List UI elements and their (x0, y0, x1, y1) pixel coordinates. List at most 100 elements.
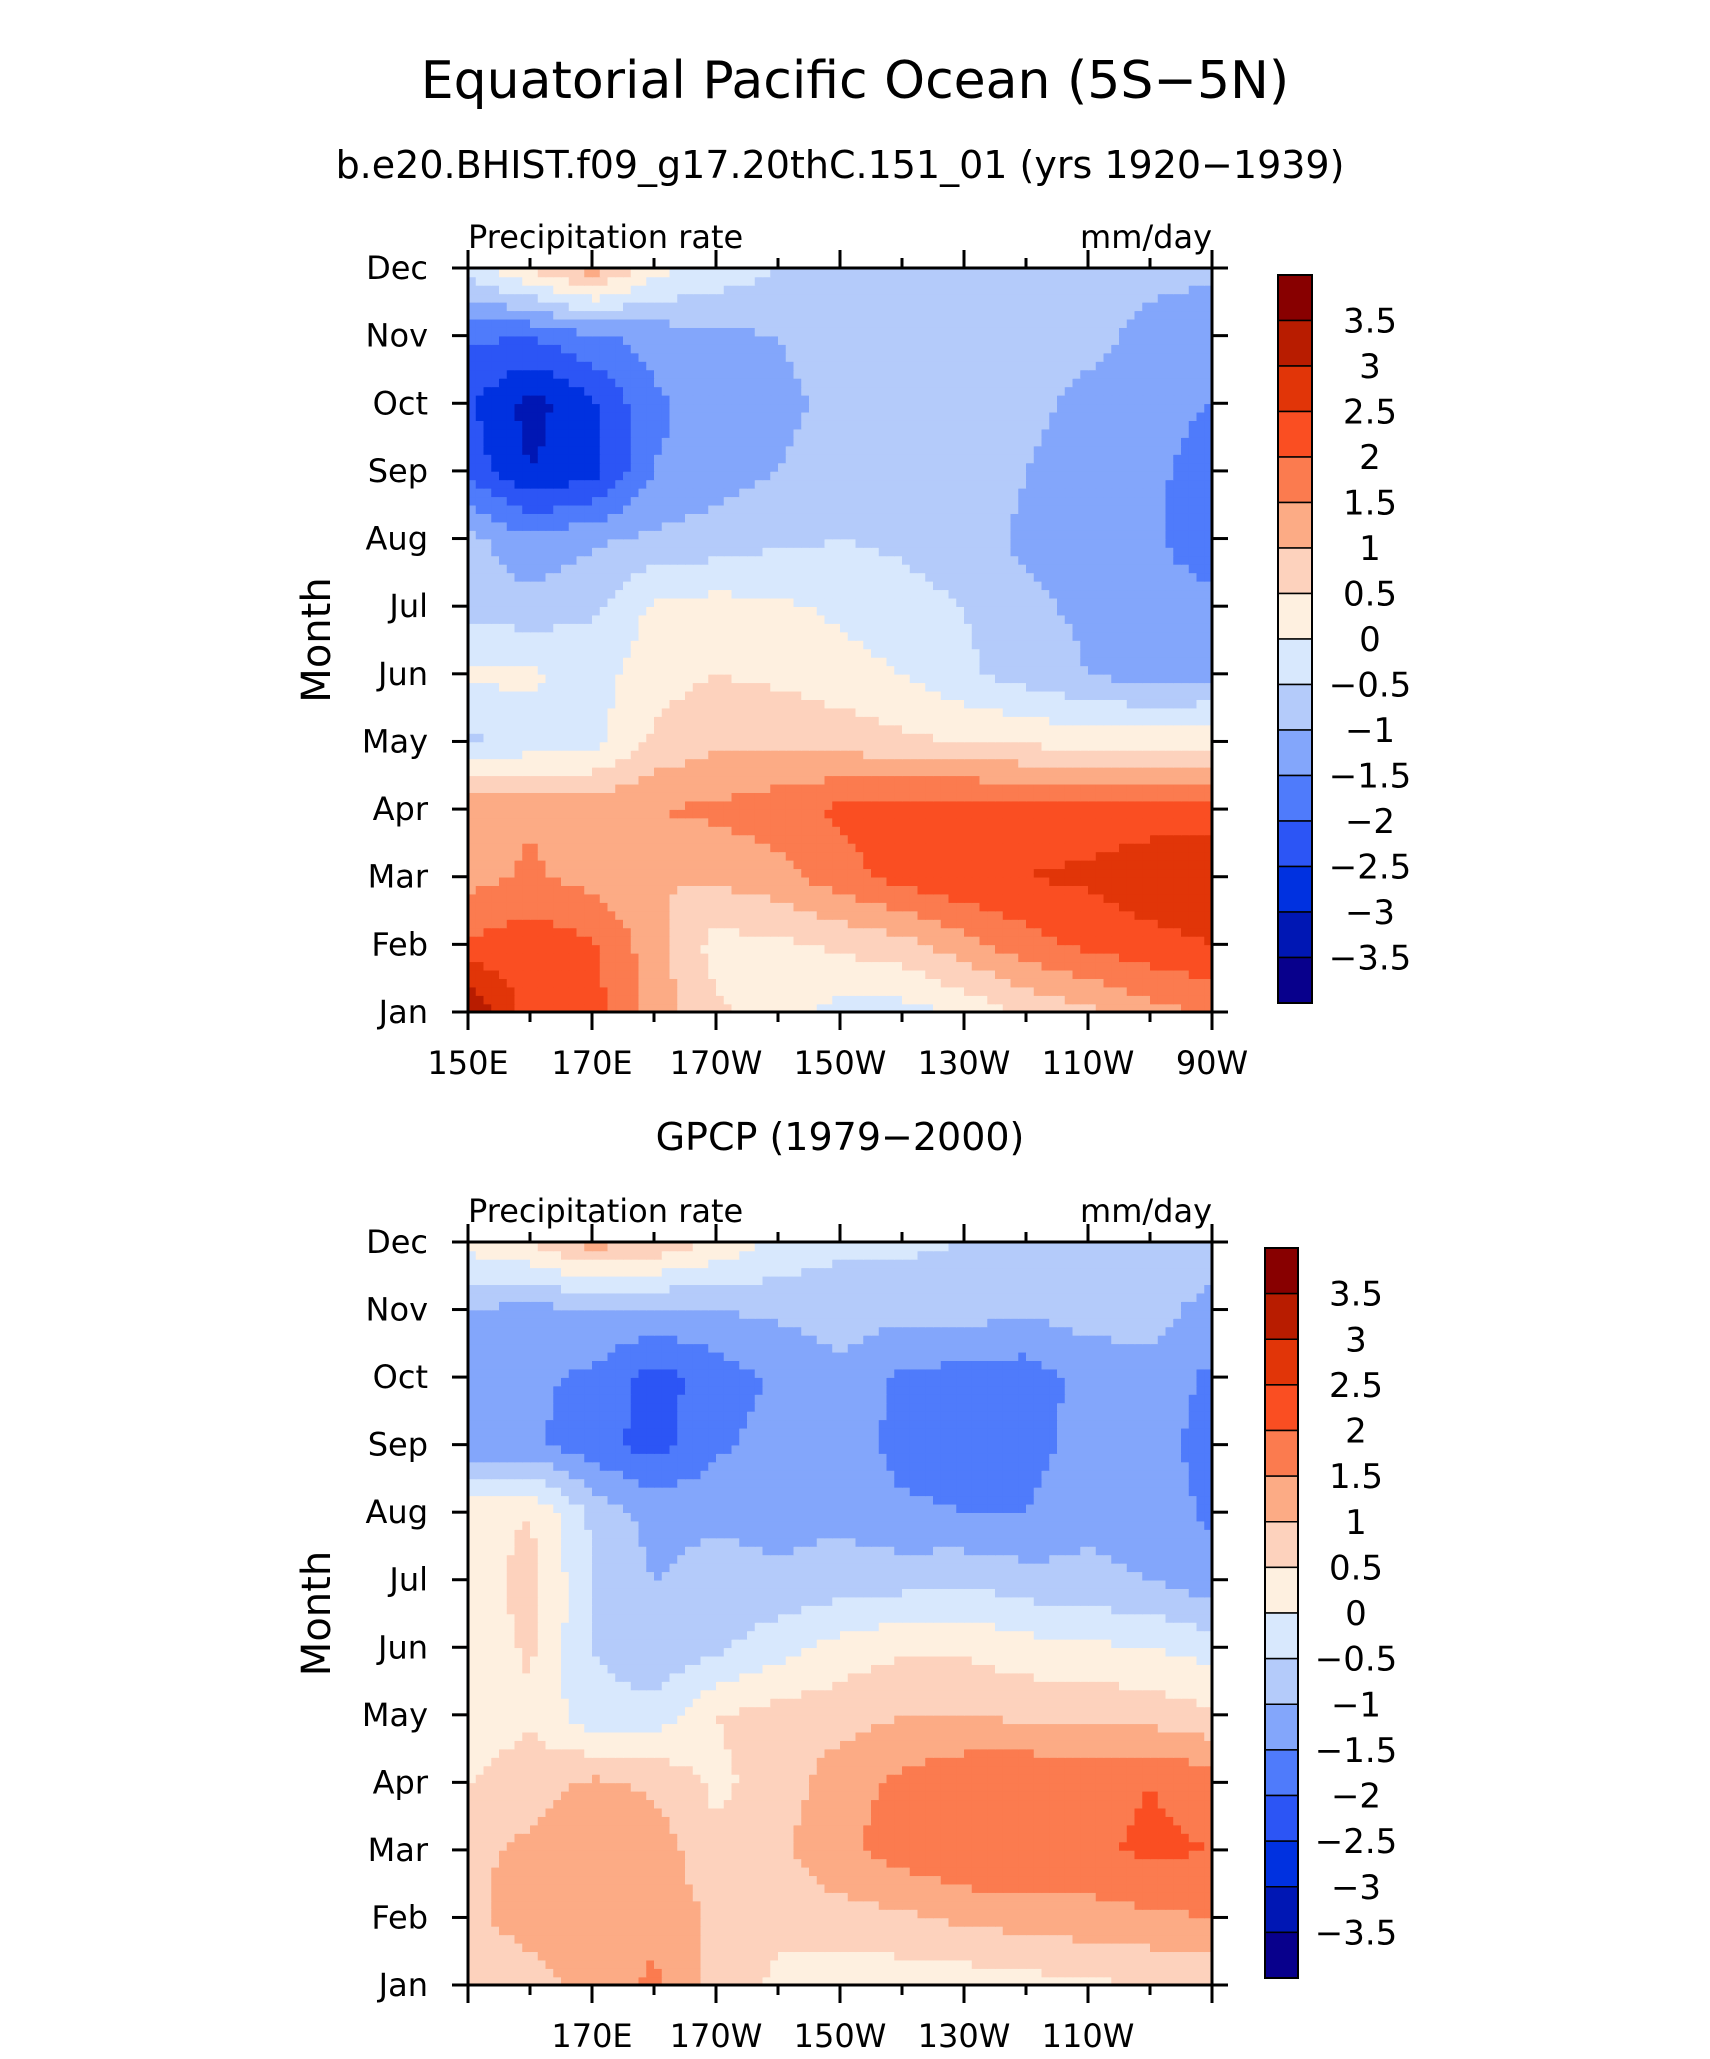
field-cell (1041, 893, 1051, 903)
field-cell (987, 640, 996, 650)
field-cell (878, 834, 888, 844)
field-cell (599, 716, 609, 726)
field-cell (1134, 783, 1144, 793)
field-cell (475, 927, 485, 937)
field-cell (925, 978, 934, 988)
field-cell (1002, 792, 1012, 802)
field-cell (545, 699, 555, 709)
field-cell (537, 716, 547, 726)
field-cell (669, 716, 679, 726)
field-cell (987, 817, 996, 827)
field-cell (987, 733, 996, 743)
field-cell (592, 935, 601, 946)
field-cell (1041, 978, 1051, 988)
field-cell (545, 893, 555, 903)
field-cell (638, 995, 648, 1005)
field-cell (1204, 597, 1212, 607)
field-cell (708, 809, 717, 819)
field-cell (840, 640, 849, 650)
field-cell (522, 589, 531, 599)
field-cell (878, 885, 888, 895)
field-cell (592, 589, 601, 599)
field-cell (1072, 1003, 1082, 1012)
field-cell (1103, 842, 1113, 853)
field-cell (1041, 597, 1051, 607)
field-cell (1181, 961, 1190, 971)
field-cell (878, 699, 888, 709)
field-cell (832, 648, 841, 658)
field-cell (1173, 690, 1182, 700)
field-cell (909, 919, 919, 929)
field-cell (739, 648, 748, 658)
field-cell (933, 766, 942, 777)
field-cell (770, 580, 779, 591)
field-cell (971, 1003, 981, 1012)
field-cell (1041, 749, 1051, 760)
field-cell (1196, 944, 1206, 954)
field-cell (630, 614, 640, 624)
field-cell (669, 623, 679, 633)
field-cell (933, 961, 942, 971)
field-cell (979, 741, 989, 751)
field-cell (1204, 741, 1212, 751)
field-cell (1002, 978, 1012, 988)
field-cell (956, 826, 965, 836)
field-cell (933, 910, 942, 920)
field-cell (824, 665, 834, 675)
field-cell (801, 885, 810, 895)
field-cell (514, 910, 524, 920)
field-cell (723, 673, 733, 684)
field-cell (1002, 927, 1012, 937)
field-cell (762, 826, 772, 836)
field-cell (669, 902, 679, 912)
field-cell (514, 1003, 524, 1012)
field-cell (1002, 716, 1012, 726)
field-cell (832, 902, 841, 912)
field-cell (1165, 969, 1175, 979)
field-cell (1165, 724, 1175, 734)
field-cell (940, 648, 950, 658)
field-cell (1072, 580, 1082, 591)
field-cell (971, 842, 981, 853)
field-cell (630, 656, 640, 667)
field-cell (1103, 572, 1113, 582)
field-cell (863, 944, 872, 954)
field-cell (1181, 978, 1190, 988)
field-cell (716, 885, 725, 895)
field-cell (623, 800, 632, 810)
field-cell (483, 902, 493, 912)
field-cell (917, 868, 927, 878)
field-cell (1157, 749, 1167, 760)
field-cell (545, 834, 555, 844)
field-cell (475, 707, 485, 717)
field-cell (592, 995, 601, 1005)
field-cell (638, 834, 648, 844)
field-cell (979, 707, 989, 717)
field-cell (995, 969, 1004, 979)
field-cell (553, 826, 562, 836)
field-cell (747, 792, 756, 802)
field-cell (925, 952, 934, 963)
field-cell (576, 606, 586, 616)
field-cell (1103, 944, 1113, 954)
field-cell (1103, 952, 1113, 963)
field-cell (1103, 800, 1113, 810)
field-cell (1119, 775, 1128, 785)
field-cell (1150, 775, 1159, 785)
field-cell (638, 935, 648, 946)
field-cell (506, 859, 516, 870)
field-cell (801, 910, 810, 920)
field-cell (1088, 834, 1097, 844)
field-cell (1119, 817, 1128, 827)
field-cell (778, 817, 787, 827)
field-cell (948, 826, 958, 836)
field-cell (475, 783, 485, 793)
field-cell (995, 749, 1004, 760)
field-cell (522, 961, 531, 971)
field-cell (584, 859, 593, 870)
field-cell (824, 1003, 834, 1012)
field-cell (925, 766, 934, 777)
field-cell (561, 927, 570, 937)
field-cell (708, 690, 717, 700)
field-cell (646, 665, 655, 675)
